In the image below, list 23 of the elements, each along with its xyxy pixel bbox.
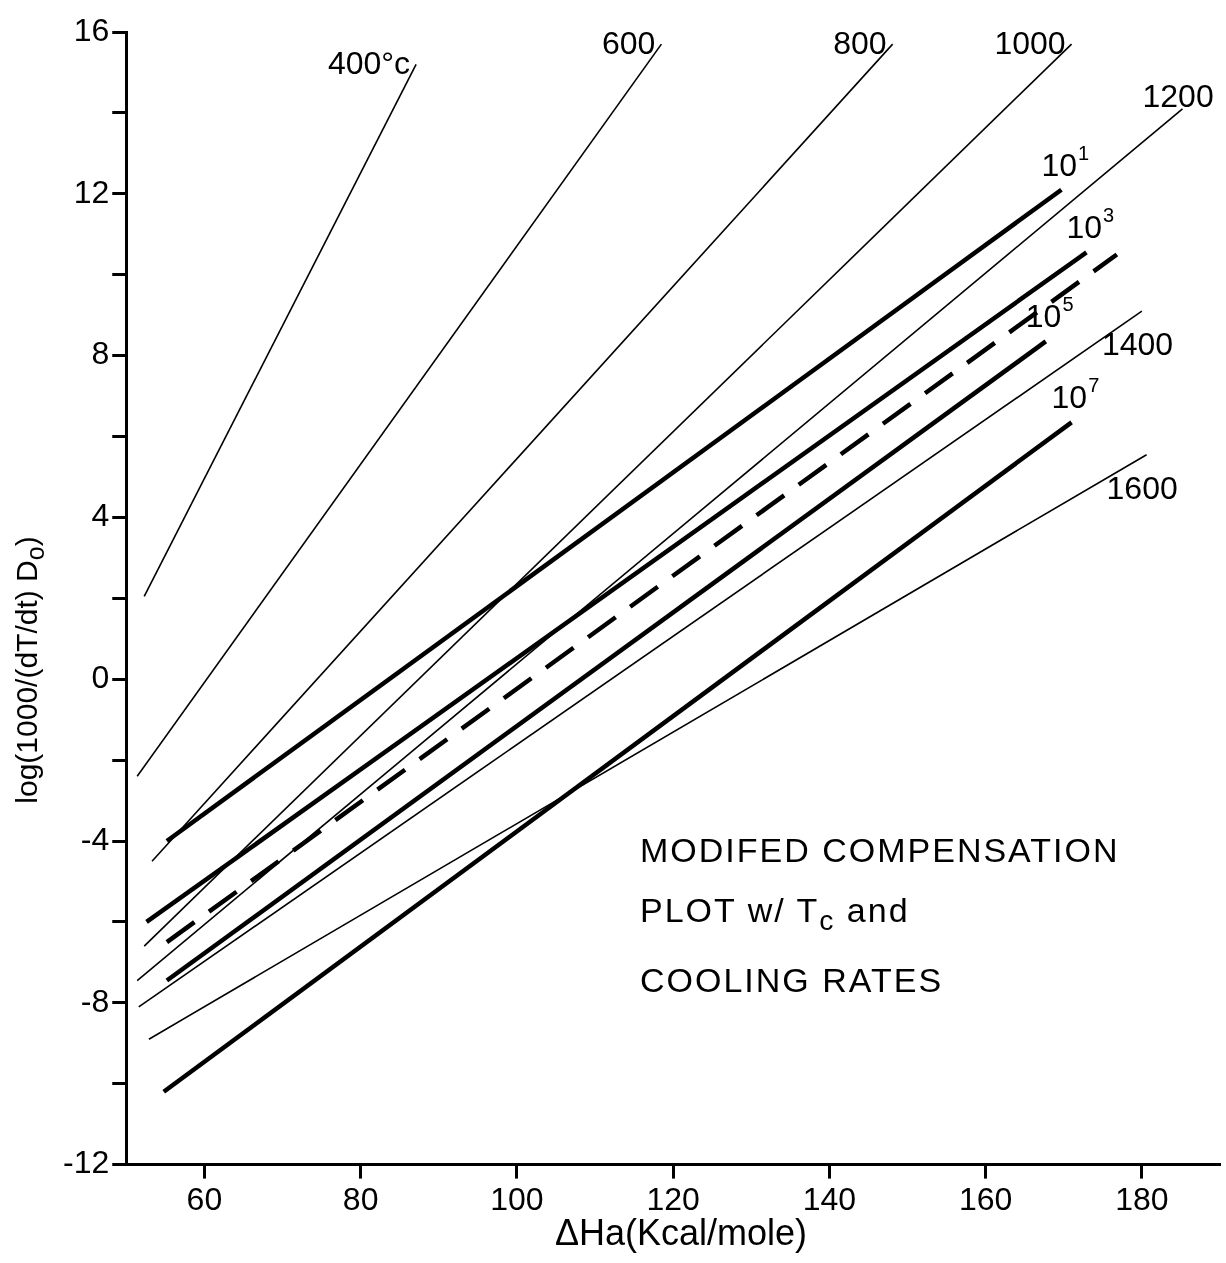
y-tick-label: 8 xyxy=(91,335,110,372)
y-tick-label: 0 xyxy=(91,659,110,696)
annotation: PLOT w/ T$_{c}$ and xyxy=(640,891,910,936)
series-label: 400°c xyxy=(327,45,411,82)
y-tick-label: -12 xyxy=(63,1144,110,1181)
y-tick-label: 4 xyxy=(91,497,110,534)
series-label: 1600 xyxy=(1106,469,1178,506)
x-tick-label: 80 xyxy=(342,1180,379,1217)
series-label: 600 xyxy=(602,25,656,62)
series-label: 800 xyxy=(833,25,887,62)
x-tick-label: 160 xyxy=(958,1180,1013,1217)
x-tick-label: 180 xyxy=(1115,1180,1169,1217)
series-label: 1000 xyxy=(994,25,1066,62)
y-tick-label: -8 xyxy=(80,982,110,1019)
series-label: 1400 xyxy=(1101,326,1174,363)
series-label: 1200 xyxy=(1142,77,1214,114)
x-tick-label: 100 xyxy=(490,1180,544,1217)
annotation: MODIFED COMPENSATION xyxy=(640,831,1120,869)
y-tick-label: 16 xyxy=(73,11,110,48)
annotation: COOLING RATES xyxy=(640,960,944,999)
x-tick-label: 60 xyxy=(186,1180,223,1217)
y-tick-label: -4 xyxy=(80,820,110,857)
y-tick-label: 12 xyxy=(73,173,110,210)
